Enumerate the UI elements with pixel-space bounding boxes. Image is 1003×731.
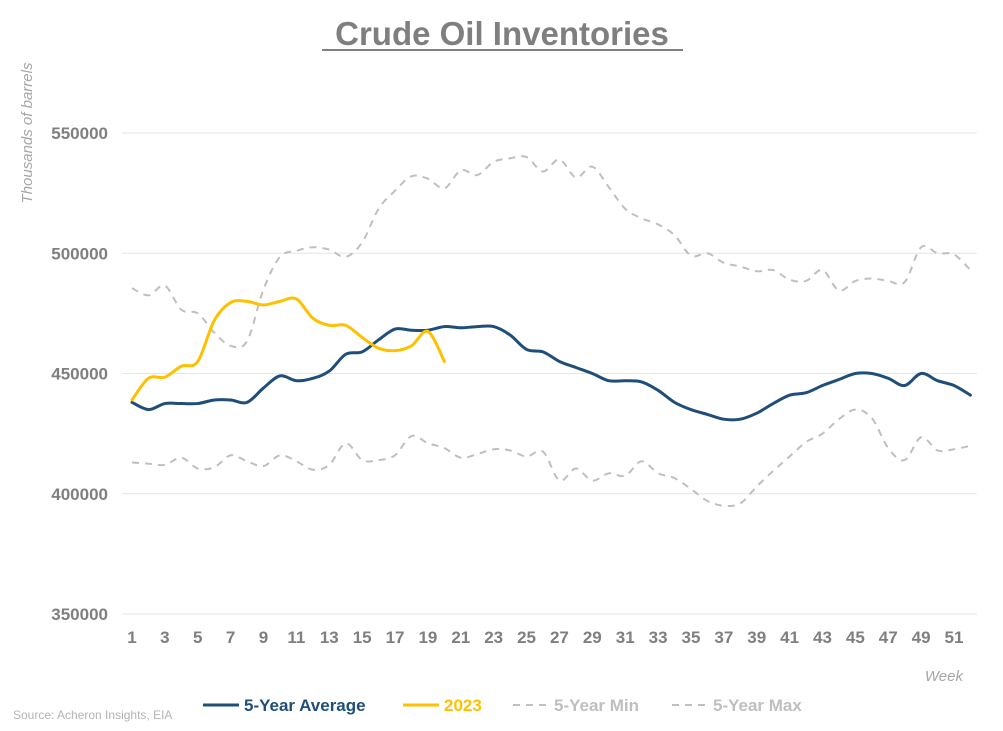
- y-tick-label: 400000: [51, 485, 108, 504]
- x-tick-label: 9: [259, 628, 268, 647]
- legend-label-5-year-min: 5-Year Min: [554, 696, 639, 715]
- y-tick-label: 500000: [51, 244, 108, 263]
- x-axis-label: Week: [925, 668, 965, 685]
- x-tick-label: 1: [127, 628, 136, 647]
- x-tick-label: 37: [714, 628, 733, 647]
- grid-lines: [122, 132, 977, 615]
- x-tick-label: 7: [226, 628, 235, 647]
- x-tick-label: 11: [287, 628, 305, 647]
- legend-label-5-year-average: 5-Year Average: [244, 696, 366, 715]
- x-tick-label: 33: [649, 628, 668, 647]
- x-tick-label: 5: [193, 628, 202, 647]
- series-line-5-year-min: [131, 408, 971, 508]
- x-tick-label: 47: [879, 628, 898, 647]
- x-tick-label: 35: [681, 628, 700, 647]
- y-tick-label: 450000: [51, 365, 108, 384]
- x-tick-label: 15: [353, 628, 372, 647]
- x-tick-label: 45: [846, 628, 865, 647]
- x-tick-label: 25: [517, 628, 536, 647]
- x-tick-label: 39: [747, 628, 766, 647]
- series-line-5-year-max: [131, 155, 972, 349]
- x-tick-label: 49: [912, 628, 931, 647]
- series-lines: [130, 155, 972, 508]
- x-tick-label: 13: [320, 628, 339, 647]
- x-tick-label: 23: [484, 628, 503, 647]
- series-line-2023: [130, 296, 446, 402]
- legend-label-5-year-max: 5-Year Max: [713, 696, 802, 715]
- legend: 5-Year Average 2023 5-Year Min 5-Year Max: [203, 696, 802, 715]
- x-tick-label: 3: [160, 628, 169, 647]
- x-tick-label: 43: [813, 628, 832, 647]
- y-tick-labels: 350000 400000 450000 500000 550000: [51, 124, 108, 624]
- x-tick-labels: 1 3 5 7 9 11 13 15 17 19 21 23 25 27 29 31 33 35 37 39 41 43 4…: [127, 628, 963, 647]
- x-tick-label: 31: [616, 628, 635, 647]
- x-tick-label: 41: [780, 628, 799, 647]
- x-tick-label: 21: [451, 628, 470, 647]
- series-line-5-year-average: [130, 324, 972, 422]
- y-tick-label: 550000: [51, 124, 108, 143]
- source-note: Source: Acheron Insights, EIA: [13, 708, 172, 722]
- chart-title: Crude Oil Inventories: [335, 15, 669, 52]
- y-axis-label: Thousands of barrels: [19, 62, 36, 203]
- x-tick-label: 51: [945, 628, 964, 647]
- x-tick-label: 27: [550, 628, 569, 647]
- legend-label-2023: 2023: [444, 696, 482, 715]
- y-tick-label: 350000: [51, 605, 108, 624]
- x-tick-label: 29: [583, 628, 602, 647]
- x-tick-label: 17: [386, 628, 405, 647]
- x-tick-label: 19: [418, 628, 437, 647]
